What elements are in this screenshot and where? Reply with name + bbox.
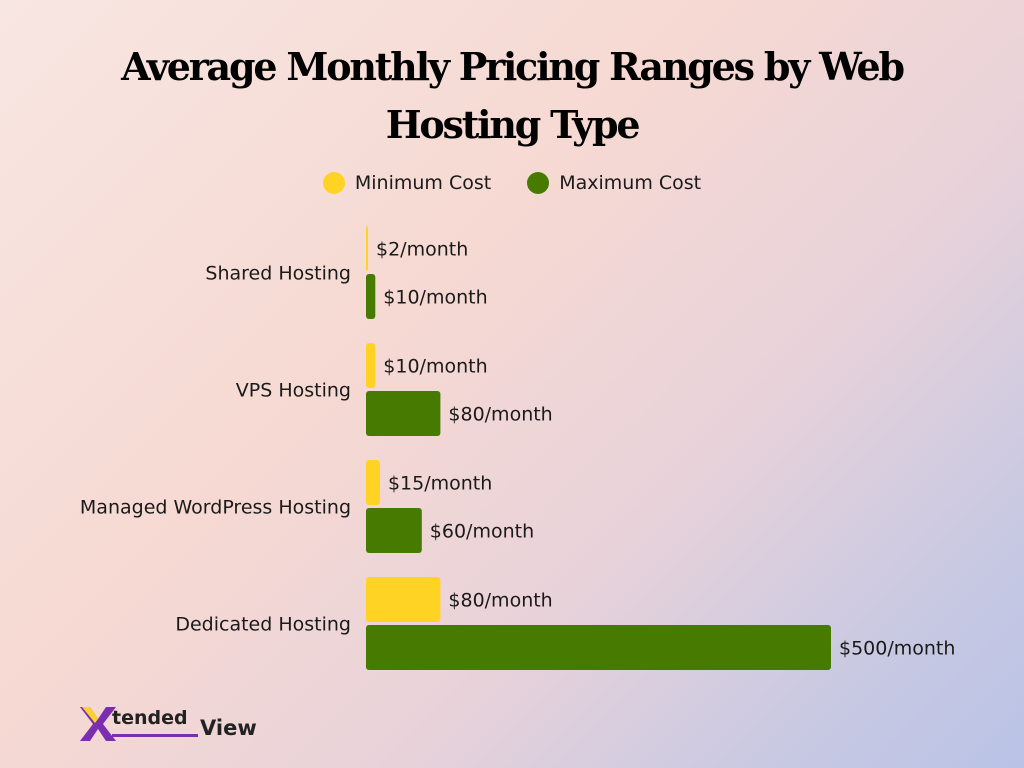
data-label: $10/month	[383, 356, 487, 378]
bar	[366, 343, 376, 388]
bar	[366, 391, 441, 436]
bar	[366, 460, 380, 505]
legend-swatch-maximum	[527, 172, 550, 194]
logo-text-tended: tended	[112, 707, 188, 729]
bar	[366, 274, 376, 319]
data-label: $15/month	[388, 473, 492, 495]
data-label: $10/month	[383, 287, 487, 309]
brand-logo: tended View	[78, 703, 268, 745]
data-label: $60/month	[430, 521, 534, 543]
data-label: $500/month	[839, 638, 955, 660]
category-label: Managed WordPress Hosting	[80, 497, 351, 519]
data-label: $80/month	[448, 404, 552, 426]
logo-text-view: View	[200, 716, 257, 740]
chart-title: Average Monthly Pricing Ranges by Web Ho…	[121, 44, 905, 147]
category-label: VPS Hosting	[236, 380, 351, 402]
category-label: Dedicated Hosting	[175, 614, 351, 636]
data-label: $80/month	[448, 590, 552, 612]
category-label: Shared Hosting	[205, 263, 351, 285]
legend-label-maximum: Maximum Cost	[559, 172, 702, 194]
bar	[366, 226, 368, 271]
legend-swatch-minimum	[322, 172, 345, 194]
bar	[366, 577, 441, 622]
legend-item-maximum: Maximum Cost	[527, 172, 701, 194]
data-label: $2/month	[376, 239, 468, 261]
legend-item-minimum: Minimum Cost	[322, 172, 492, 194]
logo-x-mark	[80, 707, 116, 741]
bar	[366, 508, 422, 553]
logo-underline	[112, 734, 198, 737]
bar	[366, 625, 831, 670]
legend: Minimum Cost Maximum Cost	[0, 172, 1024, 194]
legend-label-minimum: Minimum Cost	[354, 172, 492, 194]
